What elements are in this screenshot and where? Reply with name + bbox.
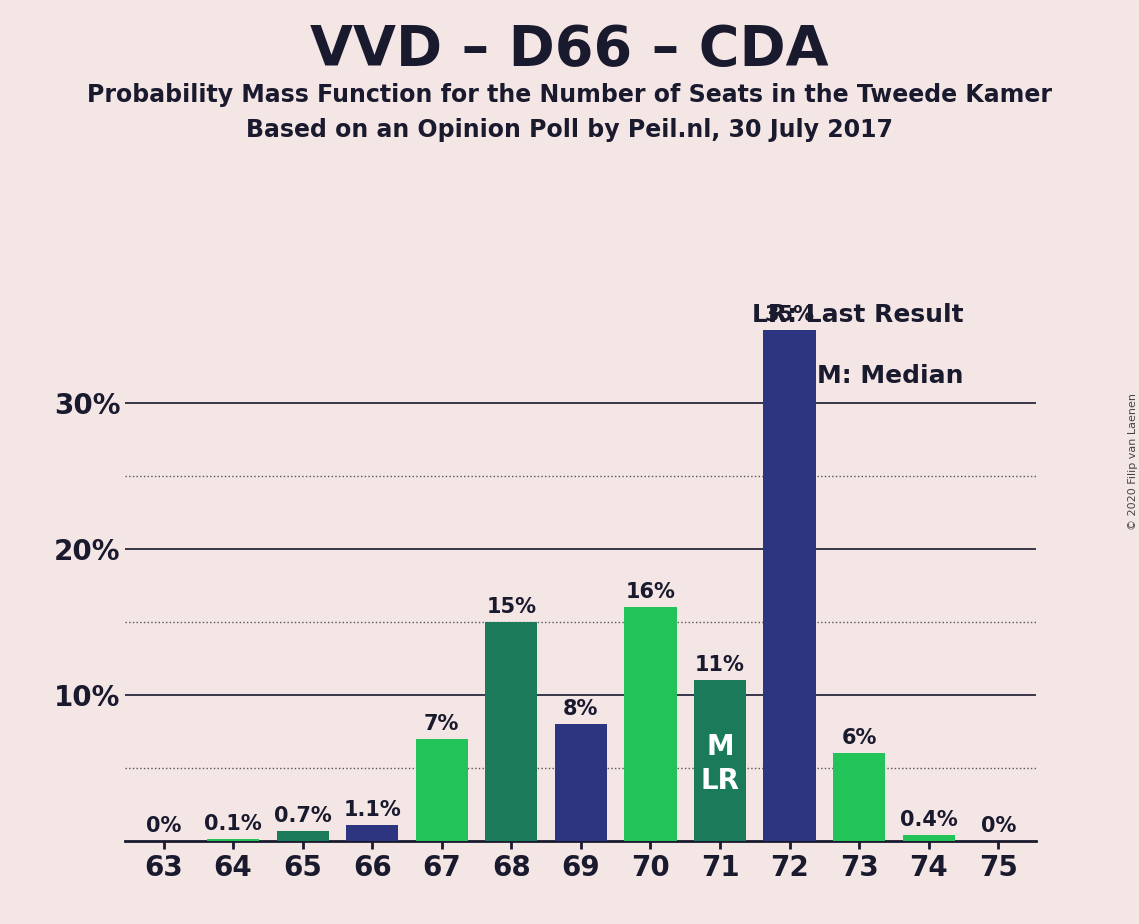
Bar: [277, 831, 329, 841]
Text: Based on an Opinion Poll by Peil.nl, 30 July 2017: Based on an Opinion Poll by Peil.nl, 30 …: [246, 118, 893, 142]
Bar: [902, 835, 954, 841]
Text: 1.1%: 1.1%: [343, 799, 401, 820]
Text: VVD – D66 – CDA: VVD – D66 – CDA: [310, 23, 829, 77]
Text: 0%: 0%: [146, 816, 181, 835]
Text: 7%: 7%: [424, 713, 459, 734]
Bar: [763, 330, 816, 841]
Text: M: Median: M: Median: [817, 364, 964, 388]
Bar: [207, 839, 260, 841]
Text: 35%: 35%: [764, 305, 814, 325]
Text: 0%: 0%: [981, 816, 1016, 835]
Text: 0.1%: 0.1%: [204, 814, 262, 834]
Bar: [346, 825, 399, 841]
Text: Probability Mass Function for the Number of Seats in the Tweede Kamer: Probability Mass Function for the Number…: [87, 83, 1052, 107]
Text: 0.7%: 0.7%: [273, 806, 331, 825]
Bar: [555, 724, 607, 841]
Text: LR: Last Result: LR: Last Result: [752, 303, 964, 327]
Text: 8%: 8%: [563, 699, 599, 719]
Text: 16%: 16%: [625, 582, 675, 602]
Text: M
LR: M LR: [700, 733, 739, 796]
Text: 6%: 6%: [842, 728, 877, 748]
Bar: [694, 680, 746, 841]
Text: 0.4%: 0.4%: [900, 810, 958, 830]
Bar: [416, 738, 468, 841]
Text: © 2020 Filip van Laenen: © 2020 Filip van Laenen: [1129, 394, 1138, 530]
Text: 15%: 15%: [486, 597, 536, 617]
Bar: [624, 607, 677, 841]
Bar: [485, 622, 538, 841]
Bar: [833, 753, 885, 841]
Text: 11%: 11%: [695, 655, 745, 675]
